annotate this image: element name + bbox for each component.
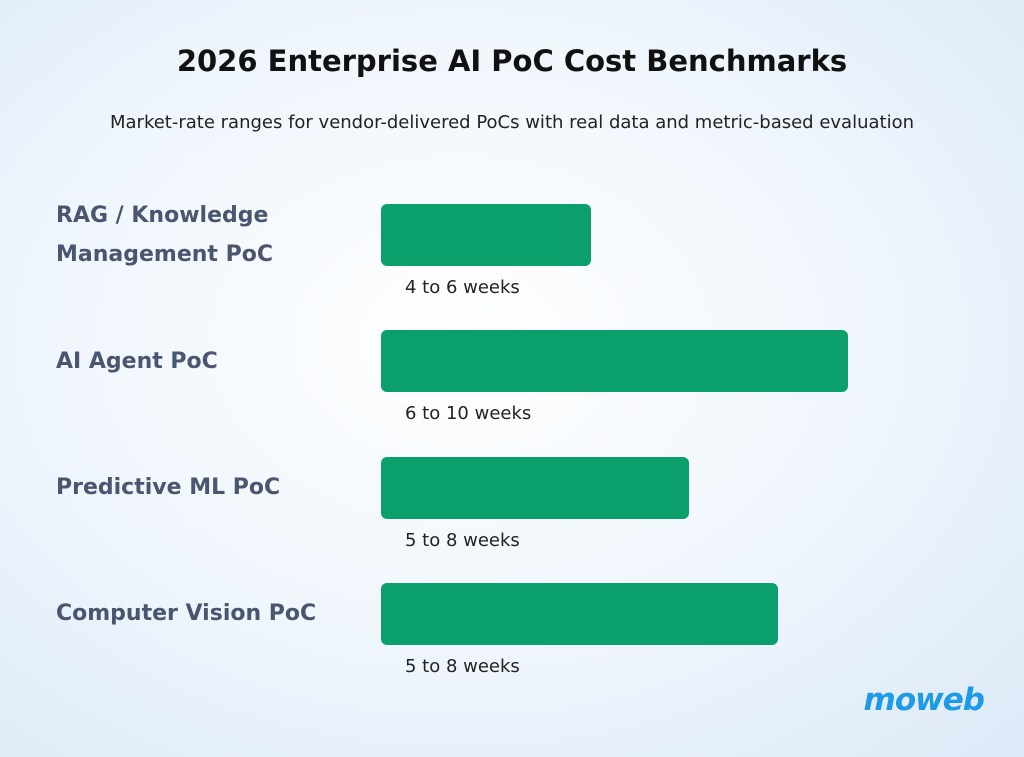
bar [381, 330, 848, 393]
category-label: Computer Vision PoC [56, 601, 317, 627]
chart-subtitle: Market-rate ranges for vendor-delivered … [109, 112, 914, 133]
duration-label: 5 to 8 weeks [405, 529, 520, 551]
bar [381, 582, 778, 645]
brand-logo: moweb [863, 682, 985, 718]
chart-title: 2026 Enterprise AI PoC Cost Benchmarks [176, 44, 848, 78]
category-label: Predictive ML PoC [56, 475, 281, 501]
bar [381, 204, 592, 266]
duration-label: 5 to 8 weeks [405, 655, 520, 677]
category-label: AI Agent PoC [56, 348, 218, 374]
category-label: RAG / Knowledge Management PoC [56, 203, 273, 267]
duration-label: 6 to 10 weeks [405, 403, 532, 425]
duration-label: 4 to 6 weeks [405, 277, 520, 298]
bar [381, 456, 690, 519]
